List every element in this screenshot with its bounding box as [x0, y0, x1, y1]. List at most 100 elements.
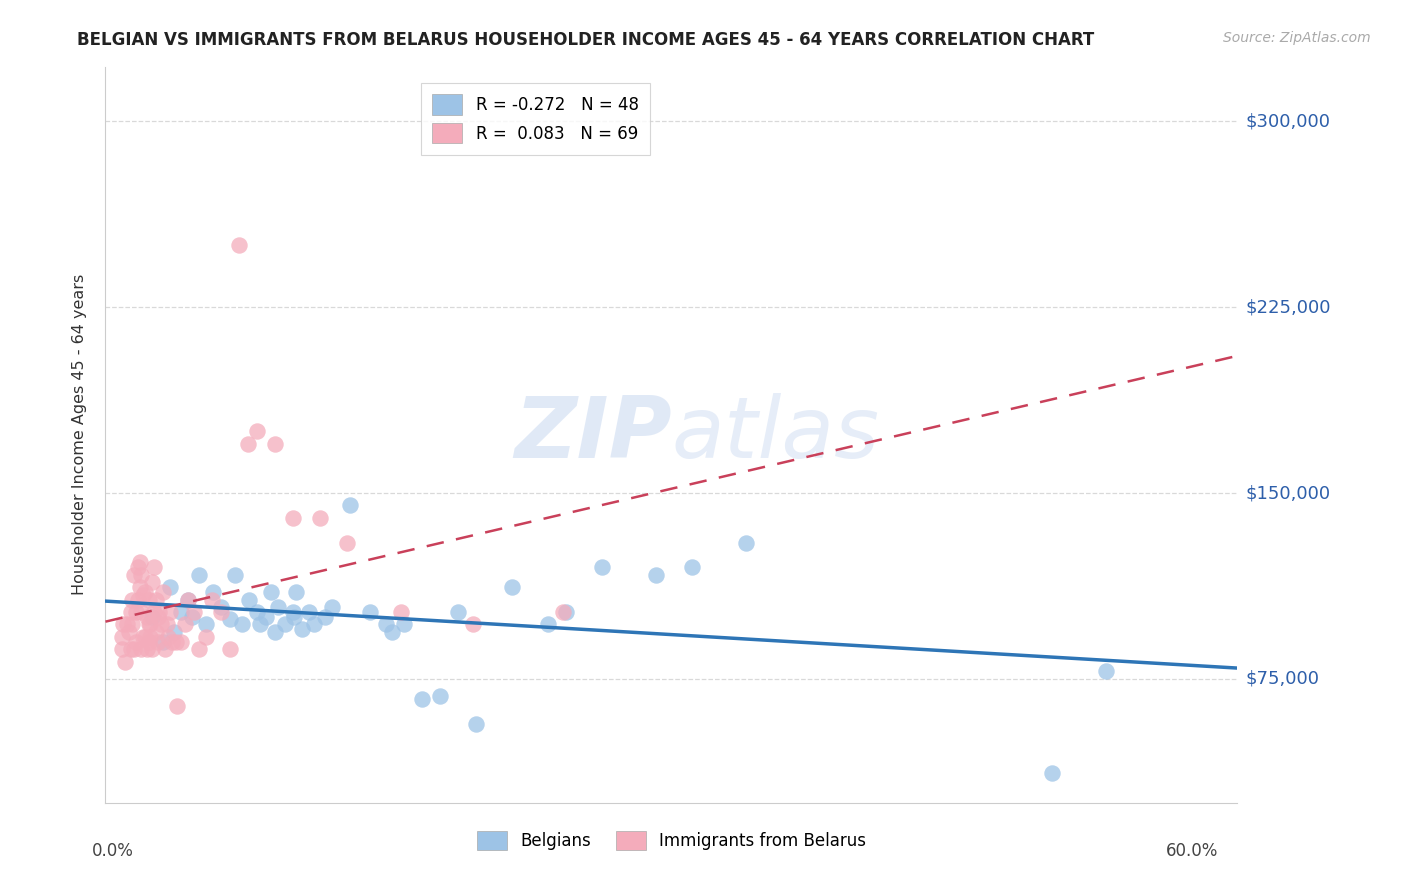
Point: [128, 556, 150, 570]
Point: [224, 567, 246, 582]
Point: [111, 642, 134, 657]
Point: [308, 511, 330, 525]
Point: [120, 642, 142, 657]
Point: [249, 617, 271, 632]
Point: [134, 585, 156, 599]
Point: [141, 610, 163, 624]
Point: [201, 592, 224, 607]
Point: [143, 605, 166, 619]
Point: [131, 605, 153, 619]
Point: [195, 630, 218, 644]
Point: [537, 617, 560, 632]
Point: [138, 617, 160, 632]
Point: [392, 617, 415, 632]
Point: [150, 617, 173, 632]
Point: [159, 605, 181, 619]
Point: [114, 655, 136, 669]
Point: [290, 623, 312, 637]
Point: [188, 642, 211, 657]
Point: [146, 634, 169, 648]
Point: [260, 585, 283, 599]
Point: [173, 617, 195, 632]
Text: atlas: atlas: [672, 393, 879, 476]
Point: [166, 699, 188, 714]
Point: [132, 630, 155, 644]
Point: [148, 605, 170, 619]
Point: [183, 605, 205, 619]
Point: [461, 617, 484, 632]
Point: [159, 580, 181, 594]
Point: [132, 588, 155, 602]
Point: [122, 642, 145, 657]
Point: [555, 605, 578, 619]
Point: [115, 617, 138, 632]
Point: [465, 716, 488, 731]
Point: [281, 511, 304, 525]
Text: $225,000: $225,000: [1246, 298, 1331, 317]
Point: [121, 592, 143, 607]
Point: [141, 575, 163, 590]
Point: [236, 436, 259, 450]
Point: [263, 624, 285, 639]
Point: [591, 560, 613, 574]
Point: [218, 612, 240, 626]
Point: [263, 436, 285, 450]
Legend: Belgians, Immigrants from Belarus: Belgians, Immigrants from Belarus: [470, 824, 873, 857]
Point: [274, 617, 297, 632]
Point: [246, 605, 269, 619]
Point: [139, 617, 162, 632]
Point: [177, 592, 200, 607]
Point: [209, 605, 232, 619]
Point: [135, 610, 157, 624]
Text: 0.0%: 0.0%: [91, 842, 134, 861]
Text: Source: ZipAtlas.com: Source: ZipAtlas.com: [1223, 31, 1371, 45]
Point: [122, 567, 145, 582]
Point: [283, 610, 305, 624]
Point: [143, 560, 166, 574]
Point: [735, 535, 758, 549]
Point: [681, 560, 703, 574]
Point: [118, 624, 141, 639]
Point: [135, 642, 157, 657]
Text: $75,000: $75,000: [1246, 670, 1320, 688]
Point: [112, 617, 135, 632]
Point: [125, 605, 148, 619]
Point: [134, 630, 156, 644]
Point: [447, 605, 470, 619]
Point: [302, 617, 325, 632]
Point: [131, 642, 153, 657]
Point: [157, 630, 180, 644]
Text: $150,000: $150,000: [1246, 484, 1330, 502]
Point: [121, 617, 143, 632]
Text: BELGIAN VS IMMIGRANTS FROM BELARUS HOUSEHOLDER INCOME AGES 45 - 64 YEARS CORRELA: BELGIAN VS IMMIGRANTS FROM BELARUS HOUSE…: [77, 31, 1095, 49]
Point: [152, 585, 174, 599]
Point: [170, 605, 193, 619]
Point: [314, 610, 336, 624]
Point: [335, 535, 357, 549]
Point: [218, 642, 240, 657]
Point: [267, 600, 290, 615]
Point: [202, 585, 225, 599]
Point: [127, 560, 149, 574]
Text: 60.0%: 60.0%: [1166, 842, 1219, 861]
Point: [177, 592, 200, 607]
Point: [285, 585, 308, 599]
Point: [411, 691, 433, 706]
Point: [180, 610, 202, 624]
Point: [195, 617, 218, 632]
Point: [380, 624, 402, 639]
Point: [1040, 766, 1063, 780]
Point: [156, 617, 179, 632]
Point: [254, 610, 277, 624]
Point: [645, 567, 668, 582]
Point: [160, 634, 183, 648]
Point: [170, 634, 193, 648]
Point: [141, 642, 163, 657]
Point: [125, 634, 148, 648]
Point: [1095, 665, 1118, 679]
Point: [246, 424, 269, 438]
Point: [231, 617, 253, 632]
Point: [165, 634, 187, 648]
Point: [339, 499, 361, 513]
Point: [375, 617, 398, 632]
